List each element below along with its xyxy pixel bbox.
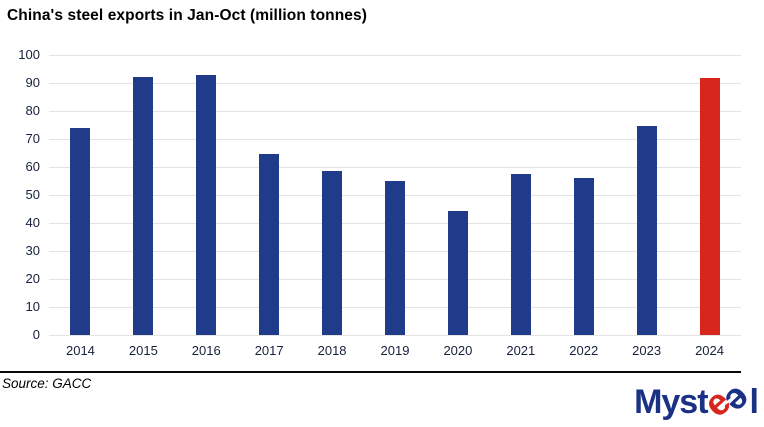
y-axis-tick-label: 70 [25, 131, 40, 146]
y-axis-tick-label: 40 [25, 215, 40, 230]
bar-2020 [447, 210, 468, 335]
x-axis-tick-label: 2014 [65, 343, 95, 358]
chart-title: China's steel exports in Jan-Oct (millio… [7, 7, 367, 24]
logo-text-right: l [749, 382, 760, 421]
source-note: Source: GACC [2, 376, 92, 391]
bar-2021 [510, 174, 531, 335]
x-axis-tick-label: 2019 [380, 343, 410, 358]
bar-2024 [699, 77, 720, 335]
gridline [49, 82, 741, 84]
y-axis-tick-label: 30 [25, 243, 40, 258]
y-axis-tick-label: 50 [25, 187, 40, 202]
x-axis-tick-label: 2022 [569, 343, 599, 358]
logo-text-left: Myst [634, 382, 708, 421]
gridline [49, 334, 741, 336]
gridline [49, 54, 741, 56]
bar-2018 [322, 171, 343, 335]
x-axis-tick-label: 2016 [191, 343, 221, 358]
bar-chart-plot-area: 0 10 20 30 40 50 60 70 80 90 100 2014 2015 2016 2017 20… [18, 47, 741, 358]
bar-2017 [259, 154, 280, 335]
bar-2016 [196, 75, 217, 335]
gridline [49, 138, 741, 140]
y-axis-tick-label: 100 [18, 47, 40, 62]
y-axis-tick-label: 60 [25, 159, 40, 174]
mysteel-logo: Myst e e l [634, 382, 760, 422]
y-axis-tick-label: 90 [25, 75, 40, 90]
y-axis-tick-label: 80 [25, 103, 40, 118]
x-axis-tick-label: 2021 [506, 343, 536, 358]
double-e-steel-coil-icon: e e [705, 382, 753, 422]
y-axis-tick-label: 10 [25, 299, 40, 314]
x-axis-tick-label: 2020 [443, 343, 473, 358]
x-axis-tick-label: 2023 [632, 343, 662, 358]
bar-2014 [70, 128, 91, 335]
y-axis-tick-label: 20 [25, 271, 40, 286]
bar-2015 [133, 77, 154, 335]
gridline [49, 166, 741, 168]
divider-line [0, 371, 741, 373]
gridline [49, 110, 741, 112]
bar-2019 [385, 180, 405, 335]
x-axis-tick-label: 2018 [317, 343, 347, 358]
bar-2023 [636, 125, 657, 335]
y-axis-tick-label: 0 [32, 327, 40, 342]
x-axis-tick-label: 2017 [254, 343, 284, 358]
x-axis-tick-label: 2024 [695, 343, 724, 358]
x-axis-tick-label: 2015 [128, 343, 158, 358]
bar-2022 [573, 178, 594, 335]
